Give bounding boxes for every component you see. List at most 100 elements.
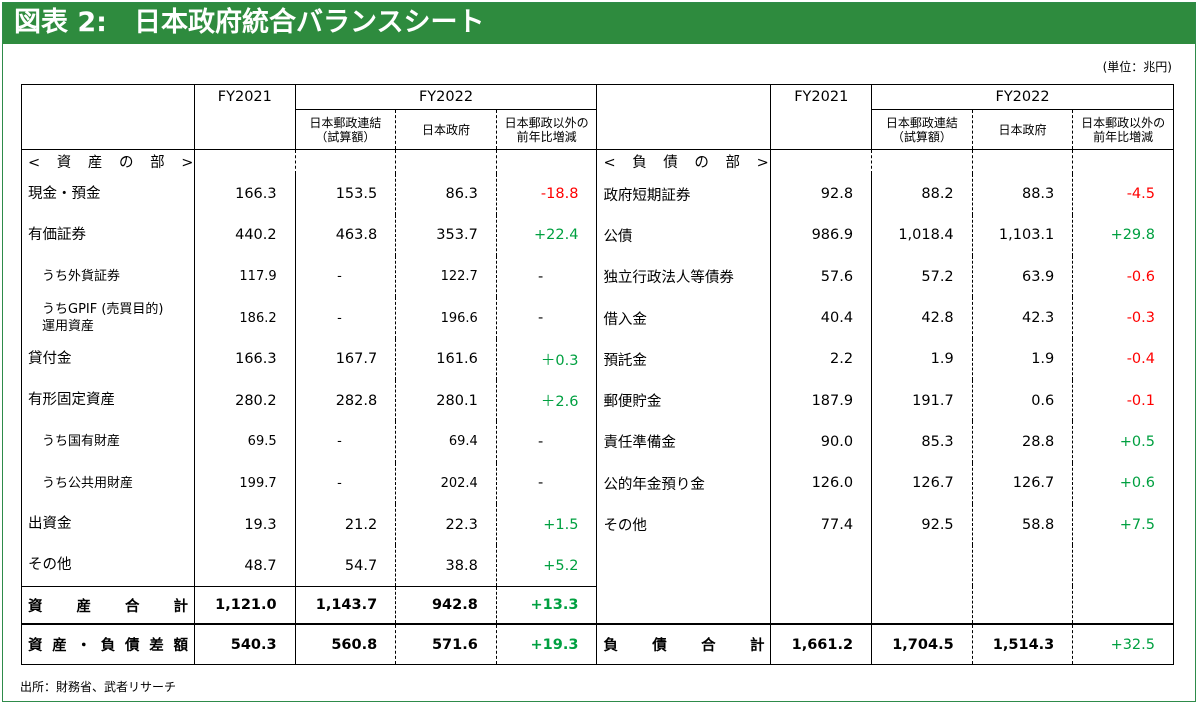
total-label-char: 合	[125, 598, 140, 615]
liability-change: +7.5	[1072, 503, 1174, 546]
asset-fy2021: 199.7	[194, 462, 296, 504]
liability-gov: 88.3	[971, 173, 1073, 215]
asset-label: うち公共用財産	[20, 462, 195, 504]
empty-cell	[1072, 149, 1174, 174]
asset-change: -18.8	[495, 173, 597, 215]
liability-fy2021: 92.8	[770, 173, 872, 215]
empty-cell	[770, 545, 872, 587]
header-empty-right	[596, 84, 771, 150]
liability-fy2021: 187.9	[770, 379, 872, 422]
total-label-char: 債	[652, 638, 667, 655]
asset-label: 有形固定資産	[20, 379, 195, 422]
header-government: 日本政府	[395, 109, 497, 150]
total-label-char: 計	[749, 638, 765, 655]
liability-fy2021: 77.4	[770, 503, 872, 546]
asset-change: -	[495, 256, 597, 298]
net-change: +19.3	[495, 624, 597, 665]
asset-gov: 196.6	[395, 297, 497, 339]
liabilities-total-fy2021: 1,661.2	[770, 623, 872, 665]
total-label-char: 額	[173, 638, 189, 655]
asset-gov: 280.1	[395, 379, 497, 422]
liability-gov: 28.8	[971, 421, 1073, 463]
liability-gov: 0.6	[971, 379, 1073, 422]
asset-label: 貸付金	[20, 338, 195, 380]
asset-label: うち国有財産	[20, 421, 195, 463]
assets-total-label: 資産合計	[20, 585, 195, 626]
empty-cell	[395, 149, 497, 174]
liability-gov: 42.3	[971, 297, 1073, 339]
table-row: うちGPIF (売買目的) 運用資産 186.2-196.6- 借入金 40.4 42.…	[20, 297, 1174, 339]
empty-cell	[770, 586, 872, 625]
liability-label: 借入金	[596, 297, 771, 339]
total-label-char: 資	[28, 598, 43, 615]
asset-post: 167.7	[294, 338, 396, 380]
assets-section-label: < 資 産 の 部 >	[20, 149, 195, 174]
asset-change: +1.5	[495, 503, 597, 546]
asset-change: +22.4	[495, 214, 597, 257]
asset-post: -	[294, 462, 396, 504]
asset-gov: 202.4	[395, 462, 497, 504]
empty-cell	[971, 586, 1073, 625]
header-fy2021: FY2021	[194, 84, 296, 150]
liability-post: 42.8	[871, 297, 973, 339]
liability-gov: 63.9	[971, 256, 1073, 298]
table-row: うち公共用財産 199.7-202.4- 公的年金預り金 126.0 126.7 126.…	[20, 462, 1174, 504]
asset-label: 現金・預金	[20, 173, 195, 215]
net-gov: 571.6	[395, 624, 497, 665]
header-fy2022: FY2022	[294, 84, 597, 110]
liabilities-total-post: 1,704.5	[871, 623, 973, 665]
table-row: 有価証券 440.2 463.8 353.7 +22.4 公債 986.9 1,018.4 1,…	[20, 214, 1174, 257]
empty-cell	[294, 149, 396, 174]
asset-fy2021: 19.3	[194, 503, 296, 546]
liability-gov: 126.7	[971, 462, 1073, 504]
asset-change: ＋0.3	[495, 338, 597, 380]
liability-post: 57.2	[871, 256, 973, 298]
liability-fy2021: 986.9	[770, 214, 872, 257]
table-row: その他 48.7 54.7 38.8 +5.2	[20, 545, 1174, 587]
net-label: 資産・負債差額	[20, 623, 195, 665]
liabilities-total-label-text: 負債合計	[603, 634, 764, 655]
asset-label: うち外貨証券	[20, 256, 195, 298]
asset-post: 54.7	[294, 545, 396, 587]
empty-cell	[495, 149, 597, 174]
header-government-right: 日本政府	[971, 109, 1073, 150]
liability-post: 1,018.4	[871, 214, 973, 257]
header-row-1: FY2021 FY2022 FY2021 FY2022	[20, 84, 1174, 150]
header-post-consolidated-right: 日本郵政連結 （試算額）	[871, 109, 973, 150]
liability-post: 85.3	[871, 421, 973, 463]
asset-fy2021: 69.5	[194, 421, 296, 463]
table-row: 出資金 19.3 21.2 22.3 +1.5 その他 77.4 92.5 58.8 +7.5	[20, 503, 1174, 546]
asset-post: 21.2	[294, 503, 396, 546]
header-empty-left	[20, 84, 195, 150]
liability-label: 郵便貯金	[596, 379, 771, 422]
liability-change: -0.3	[1072, 297, 1174, 339]
liability-fy2021: 57.6	[770, 256, 872, 298]
balance-sheet-table: FY2021 FY2022 FY2021 FY2022 日本郵政連結 （試算額） 日本政府…	[20, 84, 1174, 665]
liabilities-total-gov: 1,514.3	[971, 623, 1073, 665]
asset-gov: 38.8	[395, 545, 497, 587]
assets-total-label-text: 資産合計	[28, 595, 188, 616]
liabilities-total-change: +32.5	[1072, 623, 1174, 665]
empty-cell	[1072, 545, 1174, 587]
source-note: 出所：財務省、武者リサーチ	[20, 680, 177, 694]
total-label-char: 資	[28, 638, 43, 655]
asset-label: その他	[20, 545, 195, 587]
liability-post: 1.9	[871, 338, 973, 380]
asset-gov: 69.4	[395, 421, 497, 463]
liability-fy2021: 90.0	[770, 421, 872, 463]
asset-label: 有価証券	[20, 214, 195, 257]
asset-change: -	[495, 297, 597, 339]
liabilities-total-label: 負債合計	[596, 623, 771, 665]
liability-change: +0.5	[1072, 421, 1174, 463]
asset-gov: 86.3	[395, 173, 497, 215]
liability-label: 預託金	[596, 338, 771, 380]
liability-change: +29.8	[1072, 214, 1174, 257]
liability-post: 191.7	[871, 379, 973, 422]
empty-cell	[1072, 586, 1174, 625]
asset-label: うちGPIF (売買目的) 運用資産	[20, 297, 195, 339]
liability-gov: 58.8	[971, 503, 1073, 546]
empty-cell	[971, 149, 1073, 174]
header-post-consolidated: 日本郵政連結 （試算額）	[294, 109, 396, 150]
total-label-char: 差	[149, 638, 164, 655]
asset-change: ＋2.6	[495, 379, 597, 422]
